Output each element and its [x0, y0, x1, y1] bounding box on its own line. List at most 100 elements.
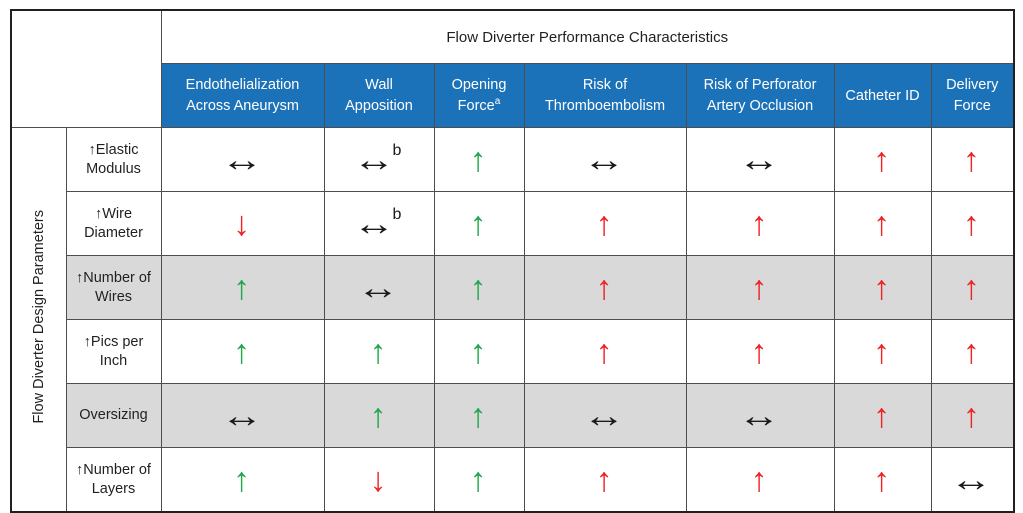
matrix-cell: ↔: [523, 127, 687, 192]
trend-arrow-icon: ↑: [750, 205, 768, 244]
row-header-number-of-wires: ↑Number of Wires: [65, 255, 162, 320]
trend-arrow-icon: ↑: [962, 269, 980, 308]
matrix-cell: ↑: [685, 319, 835, 384]
performance-matrix-table: Flow Diverter Performance Characteristic…: [10, 9, 1015, 513]
matrix-cell: ↑: [323, 383, 435, 448]
row-header-oversizing: Oversizing: [65, 383, 162, 448]
trend-arrow-icon: ↔: [737, 141, 781, 180]
trend-arrow-icon: ↑: [873, 205, 890, 244]
trend-arrow-icon: ↔: [356, 269, 400, 308]
matrix-cell: ↑: [833, 319, 932, 384]
trend-arrow-icon: ↓: [369, 461, 387, 500]
trend-arrow-icon: ↑: [369, 397, 387, 436]
trend-arrow-icon: ↑: [233, 461, 250, 500]
trend-arrow-icon: ↑: [469, 397, 487, 436]
column-header-wall-apposition: Wall Apposition: [323, 63, 435, 128]
trend-arrow-icon: ↑: [873, 333, 890, 372]
table-row: ↑Number of Layers ↑ ↓ ↑ ↑ ↑ ↑ ↔: [11, 447, 1015, 513]
side-axis-label: Flow Diverter Design Parameters: [10, 127, 67, 513]
trend-arrow-icon: ↑: [469, 269, 487, 308]
column-header-endothelialization: Endothelialization Across Aneurysm: [160, 63, 325, 128]
matrix-cell: ↑: [685, 447, 835, 513]
matrix-cell: ↔: [930, 447, 1015, 513]
matrix-cell: ↑: [433, 127, 525, 192]
trend-arrow-icon: ↓: [233, 205, 250, 244]
trend-arrow-icon: ↑: [750, 461, 768, 500]
matrix-cell: ↔b: [323, 191, 435, 256]
trend-arrow-icon: ↑: [873, 269, 890, 308]
matrix-cell: ↑: [930, 127, 1015, 192]
row-header-wire-diameter: ↑Wire Diameter: [65, 191, 162, 256]
trend-arrow-icon: ↑: [873, 461, 890, 500]
trend-arrow-icon: ↔: [352, 141, 395, 180]
trend-arrow-icon: ↔: [582, 397, 626, 436]
trend-arrow-icon: ↑: [469, 141, 487, 180]
matrix-cell: ↑: [930, 191, 1015, 256]
matrix-cell: ↑: [523, 319, 687, 384]
matrix-cell: ↔: [160, 383, 325, 448]
trend-arrow-icon: ↑: [469, 205, 487, 244]
footnote-marker: b: [392, 141, 402, 159]
row-header-pics-per-inch: ↑Pics per Inch: [65, 319, 162, 384]
matrix-cell: ↑: [930, 319, 1015, 384]
matrix-cell: ↑: [833, 127, 932, 192]
matrix-cell: ↑: [433, 255, 525, 320]
trend-arrow-icon: ↑: [469, 333, 487, 372]
column-header-delivery-force: Delivery Force: [930, 63, 1015, 128]
table-row: Flow Diverter Design Parameters ↑Elastic…: [10, 127, 1015, 513]
matrix-cell: ↑: [930, 383, 1015, 448]
matrix-cell: ↔: [323, 255, 435, 320]
trend-arrow-icon: ↑: [595, 205, 613, 244]
matrix-cell: ↑: [685, 255, 835, 320]
matrix-cell: ↑: [523, 191, 687, 256]
trend-arrow-icon: ↔: [220, 141, 263, 180]
table-title: Flow Diverter Performance Characteristic…: [160, 9, 1015, 64]
trend-arrow-icon: ↑: [595, 333, 613, 372]
trend-arrow-icon: ↑: [595, 461, 613, 500]
table-row: ↑Number of Wires ↑ ↔ ↑ ↑ ↑ ↑ ↑: [11, 255, 1015, 320]
column-header-catheter-id: Catheter ID: [833, 63, 932, 128]
trend-arrow-icon: ↔: [582, 141, 626, 180]
trend-arrow-icon: ↑: [233, 333, 250, 372]
trend-arrow-icon: ↔: [737, 397, 781, 436]
matrix-cell: ↑: [523, 447, 687, 513]
matrix-cell: ↑: [160, 319, 325, 384]
matrix-cell: ↑: [833, 447, 932, 513]
matrix-cell: ↑: [433, 383, 525, 448]
matrix-cell: ↓: [160, 191, 325, 256]
matrix-cell: ↔: [685, 127, 835, 192]
trend-arrow-icon: ↑: [233, 269, 250, 308]
trend-arrow-icon: ↑: [962, 141, 980, 180]
trend-arrow-icon: ↑: [595, 269, 613, 308]
matrix-cell: ↑: [160, 255, 325, 320]
trend-arrow-icon: ↑: [962, 397, 980, 436]
matrix-cell: ↑: [833, 383, 932, 448]
matrix-cell: ↔: [523, 383, 687, 448]
trend-arrow-icon: ↑: [962, 333, 980, 372]
column-header-thromboembolism: Risk of Thromboembolism: [523, 63, 687, 128]
trend-arrow-icon: ↑: [369, 333, 387, 372]
matrix-cell: ↔: [685, 383, 835, 448]
matrix-cell: ↔: [160, 127, 325, 192]
matrix-cell: ↑: [323, 319, 435, 384]
column-header-row: Endothelialization Across Aneurysm Wall …: [11, 63, 1015, 128]
trend-arrow-icon: ↔: [352, 205, 395, 244]
trend-arrow-icon: ↑: [962, 205, 980, 244]
row-header-number-of-layers: ↑Number of Layers: [65, 447, 162, 513]
column-header-perforator-occlusion: Risk of Perforator Artery Occlusion: [685, 63, 835, 128]
table-row: ↑Wire Diameter ↓ ↔b ↑ ↑ ↑ ↑ ↑: [11, 191, 1015, 256]
matrix-cell: ↑: [433, 191, 525, 256]
matrix-cell: ↑: [433, 319, 525, 384]
matrix-cell: ↑: [833, 255, 932, 320]
title-row: Flow Diverter Performance Characteristic…: [10, 9, 1015, 128]
row-header-elastic-modulus: ↑Elastic Modulus: [65, 127, 162, 192]
corner-blank-cell: [10, 9, 162, 128]
table-row: ↑Pics per Inch ↑ ↑ ↑ ↑ ↑ ↑ ↑: [11, 319, 1015, 384]
trend-arrow-icon: ↑: [469, 461, 487, 500]
matrix-cell: ↓: [323, 447, 435, 513]
matrix-cell: ↑: [833, 191, 932, 256]
trend-arrow-icon: ↑: [873, 141, 890, 180]
matrix-cell: ↑: [433, 447, 525, 513]
trend-arrow-icon: ↔: [950, 461, 993, 500]
footnote-marker: a: [494, 95, 501, 107]
